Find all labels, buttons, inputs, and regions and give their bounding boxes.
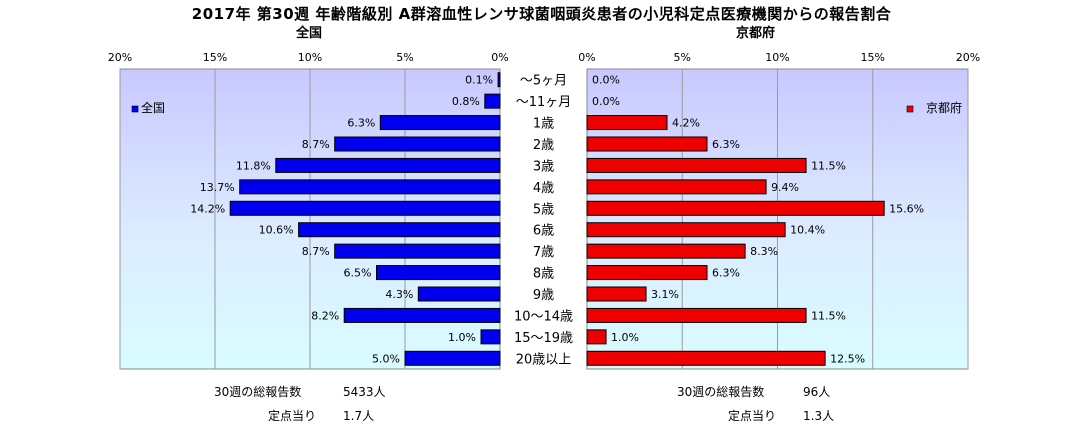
national-bar [334, 136, 501, 152]
category-label: 7歳 [533, 245, 554, 260]
kyoto-data-label: 11.5% [811, 159, 846, 172]
national-bar [275, 157, 501, 173]
national-bar [239, 179, 501, 195]
category-label: 1歳 [533, 117, 554, 132]
kyoto-data-label: 11.5% [811, 309, 846, 322]
national-data-label: 5.0% [372, 352, 400, 365]
national-data-label: 6.5% [344, 267, 372, 280]
national-legend-swatch [131, 105, 139, 113]
national-bar [334, 243, 501, 259]
national-data-label: 1.0% [448, 331, 476, 344]
kyoto-x-tick-label: 15% [861, 51, 885, 64]
kyoto-total-label: 30週の総報告数 [677, 385, 765, 399]
national-data-label: 0.8% [452, 95, 480, 108]
national-x-tick-label: 15% [203, 51, 227, 64]
national-x-tick-label: 5% [396, 51, 413, 64]
category-label: 15〜19歳 [514, 331, 573, 346]
category-label: 6歳 [533, 224, 554, 239]
kyoto-data-label: 6.3% [712, 138, 740, 151]
kyoto-x-tick-label: 5% [674, 51, 691, 64]
national-data-label: 0.1% [465, 74, 493, 87]
kyoto-bar [586, 222, 786, 238]
national-bar [298, 222, 501, 238]
kyoto-total-value: 96人 [803, 385, 831, 399]
national-legend-label: 全国 [141, 100, 165, 115]
kyoto-legend-swatch [906, 105, 914, 113]
kyoto-bar [586, 115, 668, 131]
kyoto-bar [586, 200, 885, 216]
national-data-label: 11.8% [236, 159, 271, 172]
national-bar [497, 72, 501, 88]
kyoto-per-site-value: 1.3人 [803, 409, 835, 423]
kyoto-subtitle: 京都府 [736, 26, 776, 41]
kyoto-data-label: 3.1% [651, 288, 679, 301]
category-label: 2歳 [533, 138, 554, 153]
national-data-label: 8.7% [302, 138, 330, 151]
kyoto-data-label: 4.2% [672, 117, 700, 130]
kyoto-bar [586, 329, 607, 345]
kyoto-data-label: 6.3% [712, 267, 740, 280]
kyoto-data-label: 8.3% [750, 245, 778, 258]
chart-title: 2017年 第30週 年齢階級別 A群溶血性レンサ球菌咽頭炎患者の小児科定点医療… [191, 5, 892, 23]
kyoto-x-tick-label: 0% [578, 51, 595, 64]
kyoto-data-label: 12.5% [830, 352, 865, 365]
national-x-tick-label: 10% [298, 51, 322, 64]
kyoto-bar [586, 157, 807, 173]
national-total-label: 30週の総報告数 [214, 385, 302, 399]
kyoto-data-label: 10.4% [790, 224, 825, 237]
category-label: 20歳以上 [516, 352, 572, 367]
kyoto-data-label: 0.0% [592, 95, 620, 108]
national-bar [229, 200, 501, 216]
kyoto-data-label: 9.4% [771, 181, 799, 194]
kyoto-bar [586, 243, 746, 259]
kyoto-legend-label: 京都府 [926, 100, 962, 115]
national-bar [480, 329, 501, 345]
national-data-label: 4.3% [385, 288, 413, 301]
kyoto-x-tick-label: 10% [765, 51, 789, 64]
category-label: 5歳 [533, 202, 554, 217]
national-bar [404, 350, 501, 366]
national-bar [343, 307, 501, 323]
category-label: 〜11ヶ月 [516, 95, 572, 110]
national-total-value: 5433人 [343, 385, 386, 399]
kyoto-per-site-label: 定点当り [728, 409, 777, 423]
national-data-label: 6.3% [347, 117, 375, 130]
national-bar [484, 93, 501, 109]
national-data-label: 8.2% [311, 309, 339, 322]
national-subtitle: 全国 [296, 26, 323, 41]
national-x-tick-label: 20% [108, 51, 132, 64]
kyoto-bar [586, 136, 708, 152]
national-x-tick-label: 0% [491, 51, 508, 64]
national-data-label: 10.6% [259, 224, 294, 237]
national-per-site-value: 1.7人 [343, 409, 375, 423]
chart-svg: 0% 5% 10% 15% 20% 0.1% 0.8% 6.3% 8.7% 11.8%13.7% 1… [108, 51, 980, 370]
national-data-label: 14.2% [190, 202, 225, 215]
kyoto-bar [586, 307, 807, 323]
national-data-label: 13.7% [200, 181, 235, 194]
kyoto-data-label: 15.6% [889, 202, 924, 215]
national-bar [379, 115, 501, 131]
national-bar [376, 265, 501, 281]
kyoto-bar [586, 265, 708, 281]
kyoto-x-tick-label: 20% [956, 51, 980, 64]
category-label: 〜5ヶ月 [520, 74, 567, 89]
kyoto-bar [586, 286, 647, 302]
national-data-label: 8.7% [302, 245, 330, 258]
category-label: 10〜14歳 [514, 309, 573, 324]
national-per-site-label: 定点当り [268, 409, 317, 423]
kyoto-data-label: 0.0% [592, 74, 620, 87]
kyoto-bar [586, 179, 767, 195]
kyoto-bar [586, 350, 826, 366]
category-label: 8歳 [533, 267, 554, 282]
category-label: 9歳 [533, 288, 554, 303]
category-label: 4歳 [533, 181, 554, 196]
kyoto-data-label: 1.0% [611, 331, 639, 344]
category-label: 3歳 [533, 159, 554, 174]
national-bar [417, 286, 501, 302]
